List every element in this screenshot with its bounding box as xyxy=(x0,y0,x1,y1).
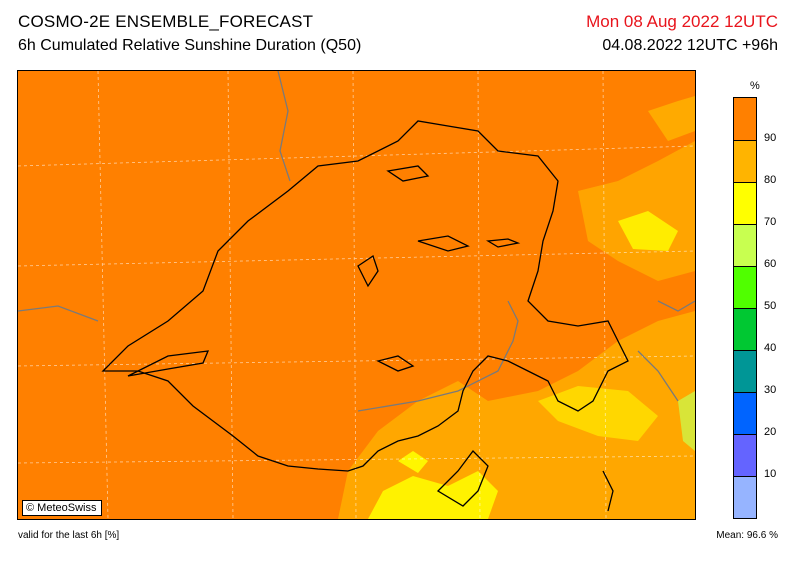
country-borders xyxy=(18,71,695,412)
legend-swatch xyxy=(734,98,756,140)
map-grid xyxy=(18,71,695,519)
legend-swatch xyxy=(734,308,756,350)
legend-label: 90 xyxy=(764,132,777,144)
sunshine-patches xyxy=(338,96,695,519)
validity-note: valid for the last 6h [%] xyxy=(18,530,120,541)
legend-label: 40 xyxy=(764,342,777,354)
legend-label: 80 xyxy=(764,174,777,186)
color-legend xyxy=(733,97,757,519)
legend-swatch xyxy=(734,182,756,224)
forecast-map: © MeteoSwiss xyxy=(17,70,696,520)
legend-swatch xyxy=(734,350,756,392)
legend-swatch xyxy=(734,476,756,518)
legend-label: 30 xyxy=(764,384,777,396)
legend-unit: % xyxy=(750,80,760,92)
legend-swatch xyxy=(734,224,756,266)
legend-label: 10 xyxy=(764,468,777,480)
copyright-label: © MeteoSwiss xyxy=(22,500,103,516)
legend-swatch xyxy=(734,266,756,308)
chart-subtitle: 6h Cumulated Relative Sunshine Duration … xyxy=(18,37,362,54)
valid-date: Mon 08 Aug 2022 12UTC xyxy=(586,12,778,31)
legend-swatch xyxy=(734,140,756,182)
legend-label: 50 xyxy=(764,300,777,312)
legend-label: 60 xyxy=(764,258,777,270)
map-canvas xyxy=(18,71,695,519)
run-info: 04.08.2022 12UTC +96h xyxy=(602,37,778,54)
legend-label: 20 xyxy=(764,426,777,438)
swiss-border xyxy=(101,120,629,512)
legend-swatch xyxy=(734,434,756,476)
legend-swatch xyxy=(734,392,756,434)
mean-value: Mean: 96.6 % xyxy=(716,530,778,541)
chart-title: COSMO-2E ENSEMBLE_FORECAST xyxy=(18,12,314,31)
legend-label: 70 xyxy=(764,216,777,228)
